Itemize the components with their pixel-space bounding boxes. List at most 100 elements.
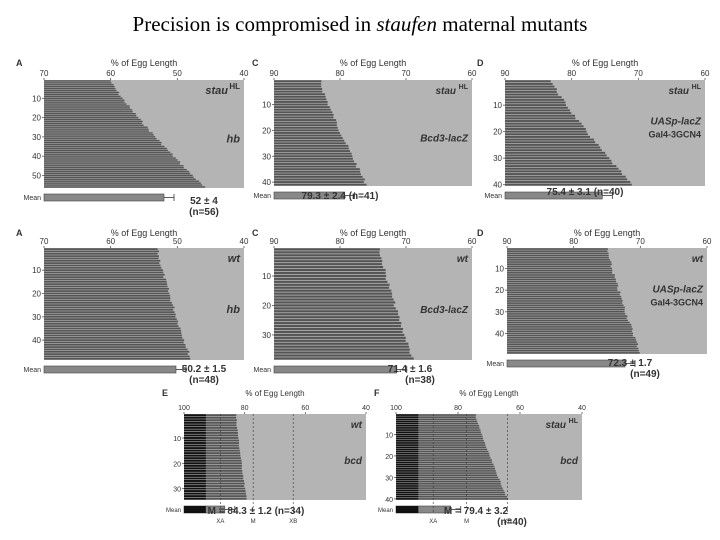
title-emphasis: staufen — [376, 12, 437, 36]
profile-bar — [44, 318, 177, 320]
profile-bar — [507, 280, 617, 283]
n-count-label: (n=38) — [405, 375, 435, 386]
profile-bar — [505, 162, 613, 165]
profile-bar-dark — [396, 485, 419, 487]
profile-bar — [184, 439, 240, 442]
profile-bar — [505, 170, 622, 173]
profile-bar — [274, 90, 323, 93]
profile-bar-dark — [184, 426, 206, 429]
profile-bar — [507, 252, 609, 255]
profile-bar — [184, 497, 247, 500]
profile-bar — [44, 168, 187, 171]
profile-bar — [274, 298, 394, 301]
profile-bar-dark — [396, 420, 419, 423]
profile-bar — [44, 80, 111, 82]
profile-bar — [274, 307, 396, 310]
x-tick-label: 50 — [173, 237, 182, 246]
profile-bar — [274, 304, 394, 307]
title-suffix: maternal mutants — [437, 12, 588, 36]
profile-bar-dark — [184, 464, 206, 467]
profile-bar — [44, 271, 164, 274]
profile-bar-dark — [396, 493, 419, 496]
profile-bar — [274, 160, 355, 163]
profile-bar — [396, 491, 505, 494]
profile-bar-dark — [396, 495, 419, 498]
profile-bar — [507, 341, 637, 343]
x-tick-label: 60 — [106, 237, 115, 246]
profile-bar — [274, 181, 364, 184]
profile-bar — [44, 132, 153, 134]
profile-bar — [505, 141, 596, 144]
profile-bar — [274, 286, 390, 289]
profile-bar — [274, 147, 349, 150]
mean-stat-label: 75.4 ± 3.1 (n=40) — [547, 187, 624, 198]
profile-bar — [396, 459, 492, 461]
profile-bar-dark — [396, 455, 419, 457]
profile-bar-dark — [396, 427, 419, 429]
profile-bar — [44, 182, 201, 184]
profile-bar — [274, 98, 327, 101]
x-tick-label: 40 — [578, 405, 586, 412]
mean-bar — [504, 191, 603, 200]
profile-bar — [396, 493, 506, 496]
profile-bar — [396, 465, 495, 468]
profile-bar — [44, 266, 162, 269]
mean-stat-label: 52 ± 4 — [190, 196, 218, 207]
profile-bar — [44, 252, 158, 255]
profile-bar — [44, 325, 179, 327]
profile-bar-dark — [184, 495, 206, 498]
profile-bar — [396, 433, 482, 436]
x-tick-label: 90 — [270, 237, 279, 246]
reporter-label: UASp-lacZ — [650, 117, 701, 128]
profile-bar — [184, 485, 245, 487]
genotype-label: stau — [545, 420, 566, 431]
x-tick-label: 80 — [241, 405, 249, 412]
profile-bar — [44, 320, 179, 323]
profile-bar — [274, 157, 353, 160]
profile-bar — [184, 477, 244, 480]
mean-label: Mean — [166, 508, 181, 514]
panel-a-stau: A % of Egg Length 70 60 50 40 10 20 30 40 50 stau HL… — [14, 58, 249, 223]
profile-bar — [507, 321, 630, 324]
profile-bar — [274, 310, 399, 313]
profile-bar — [44, 311, 175, 313]
panel-letter: A — [16, 58, 23, 68]
profile-bar — [274, 319, 400, 322]
profile-bar — [396, 448, 488, 451]
x-tick-label: 60 — [701, 69, 710, 78]
profile-bar — [44, 111, 133, 113]
profile-bar — [44, 122, 143, 125]
profile-bar-dark — [396, 429, 419, 431]
mean-stat-label: 72.3 ± 1.7 — [608, 358, 653, 369]
profile-bar-dark — [396, 476, 419, 479]
profile-bar — [44, 140, 160, 142]
profile-bar — [274, 327, 404, 331]
profile-bar — [274, 183, 367, 186]
profile-bar — [274, 137, 343, 140]
profile-bar — [274, 342, 409, 345]
profile-bar-dark — [184, 454, 206, 457]
profile-bar — [274, 124, 337, 127]
profile-bar — [44, 264, 161, 267]
profile-bar-dark — [396, 465, 419, 468]
x-tick-label: 100 — [178, 405, 190, 412]
y-tick-label: 10 — [495, 265, 504, 274]
mean-label: Mean — [253, 367, 271, 374]
profile-bar — [274, 348, 410, 351]
profile-bar — [44, 336, 183, 339]
profile-bar-dark — [184, 457, 206, 460]
profile-bar — [44, 269, 163, 271]
profile-bar — [274, 111, 333, 114]
profile-bar-dark — [184, 482, 206, 485]
profile-bar — [184, 457, 241, 460]
genotype-label: wt — [457, 254, 469, 265]
mean-bar — [273, 365, 398, 374]
profile-bar — [274, 301, 396, 304]
y-tick-label: 20 — [32, 290, 41, 299]
profile-bar — [505, 88, 557, 91]
profile-bar — [44, 176, 194, 179]
reporter-label: bcd — [560, 456, 579, 467]
profile-bar-dark — [396, 470, 419, 472]
profile-bar-dark — [184, 475, 206, 477]
profile-bar — [44, 343, 186, 346]
